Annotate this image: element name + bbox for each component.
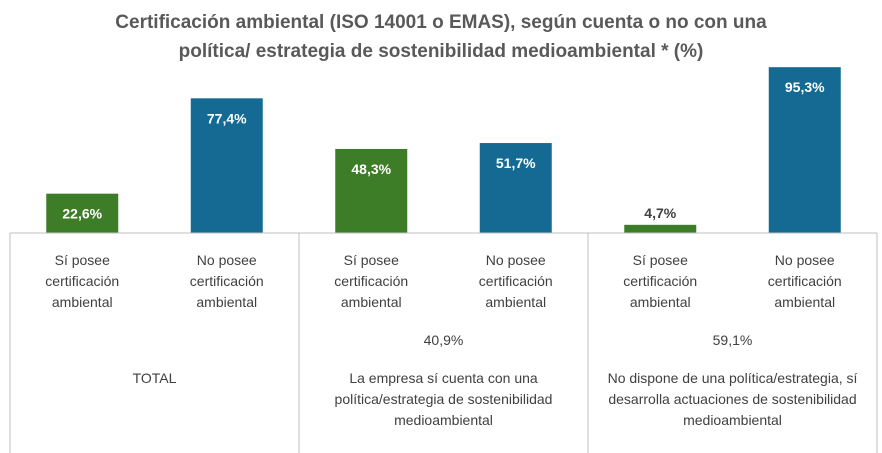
- bar: [190, 98, 263, 233]
- group-label: TOTAL: [132, 370, 177, 386]
- data-label: 4,7%: [644, 205, 676, 221]
- category-label: No posee certificación ambiental: [189, 252, 264, 310]
- bar: [46, 193, 119, 233]
- category-label: No posee certificación ambiental: [767, 252, 842, 310]
- category-label: Sí posee certificación ambiental: [623, 252, 698, 310]
- chart-title: Certificación ambiental (ISO 14001 o EMA…: [115, 12, 767, 62]
- group-share: 59,1%: [712, 332, 753, 348]
- group-label: No dispone de una política/estrategia, s…: [607, 370, 858, 428]
- data-label: 22,6%: [62, 206, 102, 222]
- group-share: 40,9%: [423, 332, 464, 348]
- group-label: La empresa sí cuenta con una política/es…: [334, 370, 553, 428]
- bar: [479, 143, 552, 233]
- bar: [335, 148, 408, 233]
- data-label: 51,7%: [496, 155, 536, 171]
- data-label: 48,3%: [351, 161, 391, 177]
- category-label: No posee certificación ambiental: [478, 252, 553, 310]
- data-label: 77,4%: [207, 110, 247, 126]
- bar: [768, 67, 841, 233]
- category-label: Sí posee certificación ambiental: [334, 252, 409, 310]
- category-label: Sí posee certificación ambiental: [45, 252, 120, 310]
- data-label: 95,3%: [785, 79, 825, 95]
- bar: [624, 224, 697, 233]
